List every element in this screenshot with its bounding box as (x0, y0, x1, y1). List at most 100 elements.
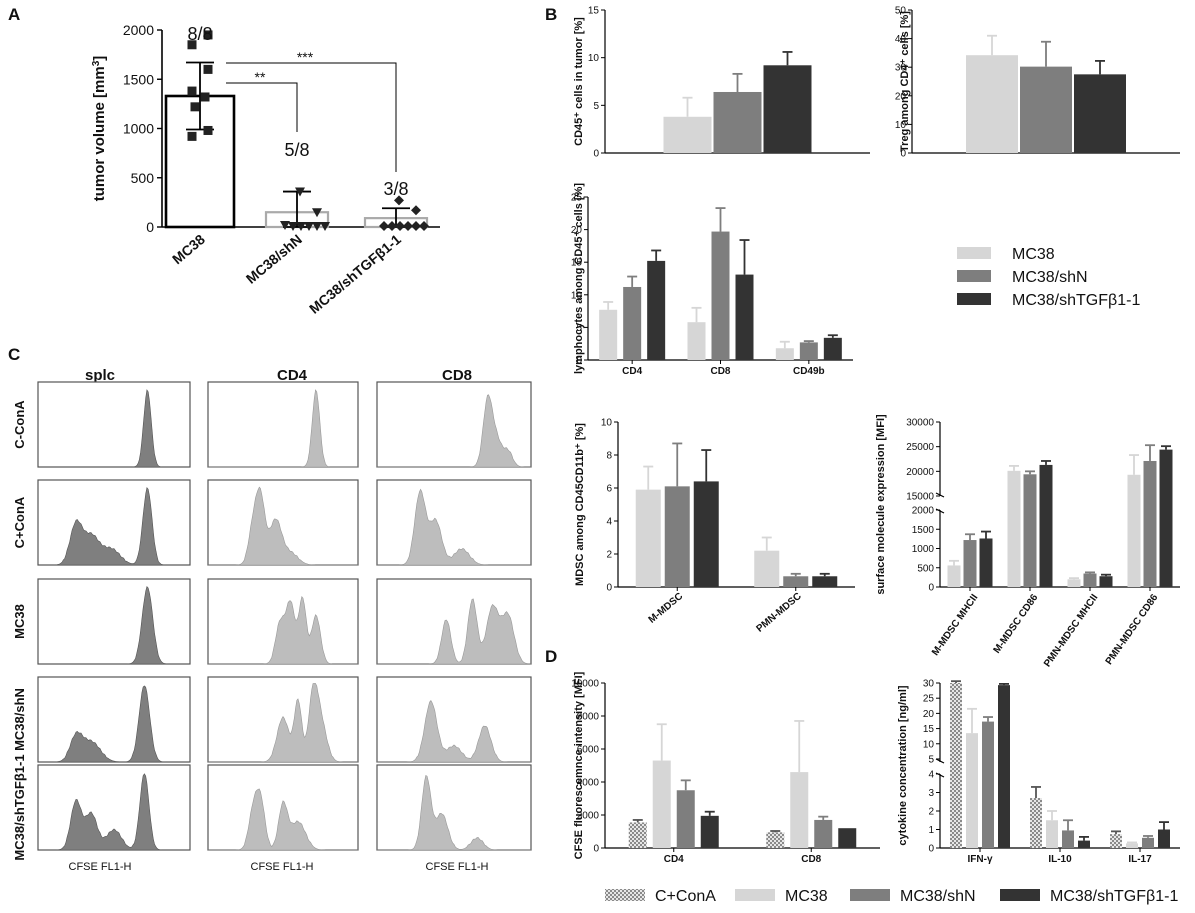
y-tick-label: 1000 (123, 121, 154, 137)
y-tick-label: 4 (606, 517, 612, 528)
x-tick-label: PMN-MDSC MHCII (1042, 592, 1101, 669)
y-tick-label: 5 (928, 754, 934, 765)
histogram-curve (377, 598, 532, 665)
ratio-label: 5/8 (284, 140, 309, 160)
column-header: CD8 (442, 367, 472, 384)
y-tick-label: 1000 (912, 544, 935, 555)
y-tick-label: 10 (923, 739, 935, 750)
bar-MC38/shTGFβ1-1-0 (693, 481, 719, 587)
data-point (379, 221, 389, 232)
sig-label: ** (255, 69, 266, 85)
histogram-box (207, 381, 359, 468)
y-axis-label: MDSC among CD45CD11b⁺ [%] (574, 423, 586, 586)
x-tick-label: PMN-MDSC CD86 (1104, 592, 1161, 667)
histogram-curve (38, 585, 190, 665)
legend-swatch-MC38 (735, 889, 775, 901)
histogram-curve (377, 775, 531, 851)
row-label: C-ConA (12, 400, 27, 449)
x-tick-label: CD8 (710, 366, 730, 377)
bar-MC38-0 (966, 55, 1018, 153)
y-tick-label: 20 (895, 91, 907, 102)
row-label: C+ConA (12, 496, 27, 548)
x-axis-label: CFSE FL1-H (69, 861, 132, 873)
y-tick-label: 10 (895, 120, 907, 131)
data-point (187, 40, 197, 50)
y-tick-label: 0 (900, 149, 906, 160)
y-tick-label: 2 (928, 807, 934, 818)
histogram-curve (38, 685, 190, 763)
x-tick-label: PMN-MDSC (754, 591, 803, 635)
panel-label-d: D (545, 647, 557, 666)
legend-swatch-C+ConA (605, 889, 645, 901)
axis-break (935, 492, 945, 498)
legend-label: MC38/shTGFβ1-1 (1050, 888, 1178, 905)
data-point (296, 222, 306, 232)
bar-MC38/shN-0 (982, 721, 994, 848)
bar-MC38/shN-2 (1142, 837, 1154, 848)
y-tick-label: 0 (593, 844, 599, 855)
y-tick-label: 500 (917, 563, 934, 574)
bar-MC38-0 (599, 309, 618, 360)
x-tick-label: IL-10 (1048, 854, 1072, 865)
bar-MC38/shTGFβ1-1-1 (735, 274, 754, 360)
x-tick-label: MC38 (169, 231, 208, 267)
y-axis-label: cytokine concentration [ng/ml] (897, 685, 909, 845)
histogram-box (37, 676, 191, 763)
data-point (200, 92, 210, 102)
x-tick-label: IL-17 (1128, 854, 1152, 865)
y-axis-label: surface molecule expression [MFI] (875, 414, 887, 595)
bar-MC38/shN-2 (799, 342, 818, 360)
y-tick-label: 6000 (577, 745, 600, 756)
histogram-box (376, 479, 532, 566)
y-tick-label: 1500 (912, 525, 935, 536)
bar-MC38-0 (652, 760, 671, 848)
x-axis-label: CFSE FL1-H (251, 861, 314, 873)
bar-MC38-0 (966, 733, 978, 848)
bar-MC38-0 (635, 489, 661, 587)
legend-label: MC38 (1012, 246, 1055, 263)
legend-swatch-MC38/shN (850, 889, 890, 901)
bar-MC38/shTGFβ1-1-3 (1159, 449, 1173, 587)
y-tick-label: 4 (928, 770, 934, 781)
y-tick-label: 50 (895, 6, 907, 17)
data-point (203, 64, 213, 74)
bar-MC38-2 (775, 348, 794, 360)
x-tick-label: CD4 (622, 366, 642, 377)
bar-MC38-1 (790, 772, 809, 848)
y-tick-label: 8000 (577, 712, 600, 723)
y-tick-label: 10000 (571, 679, 599, 690)
y-tick-label: 15 (571, 258, 583, 269)
bar-MC38-0 (947, 565, 961, 587)
legend-swatch-MC38 (957, 247, 991, 259)
histogram-curve (377, 394, 531, 468)
y-axis-label: CD45⁺ cells in tumor [%] (573, 17, 585, 146)
ratio-label: 3/8 (383, 179, 408, 199)
bar-MC38/shN-2 (1083, 573, 1097, 587)
bar-MC38-3 (1127, 474, 1141, 587)
y-tick-label: 30 (895, 63, 907, 74)
y-tick-label: 15 (923, 724, 935, 735)
y-axis-label: Treg among CD4⁺ cells [%] (899, 11, 911, 152)
bar-MC38/shN-0 (623, 286, 642, 360)
bar-MC38-1 (1007, 470, 1021, 587)
y-tick-label: 0 (146, 219, 154, 235)
data-point (187, 131, 197, 141)
chart-mdsc: 0 2 4 6 8 10 MDSC among CD45CD11b⁺ [%] M-MDSC PM… (574, 418, 855, 635)
y-tick-label: 10 (571, 290, 583, 301)
bar-MC38/shTGFβ1-1-2 (823, 337, 842, 360)
bar-C+ConA-0 (628, 822, 647, 848)
bar-MC38/shN-0 (676, 790, 695, 848)
bar-MC38/shTGFβ1-1-1 (1039, 464, 1053, 587)
x-tick-label: M-MDSC (647, 591, 686, 626)
histogram-curve (208, 683, 358, 763)
y-axis-label: lymphocytes among CD45⁺ cells [%] (573, 183, 585, 374)
legend-b: MC38 MC38/shN MC38/shTGFβ1-1 (957, 246, 1140, 309)
bar-MC38/shTGFβ1-1-0 (998, 685, 1010, 848)
y-tick-label: 1 (928, 825, 934, 836)
legend-label: MC38/shN (900, 888, 976, 905)
y-tick-label: 10 (588, 53, 600, 64)
histogram-curve (208, 788, 358, 851)
